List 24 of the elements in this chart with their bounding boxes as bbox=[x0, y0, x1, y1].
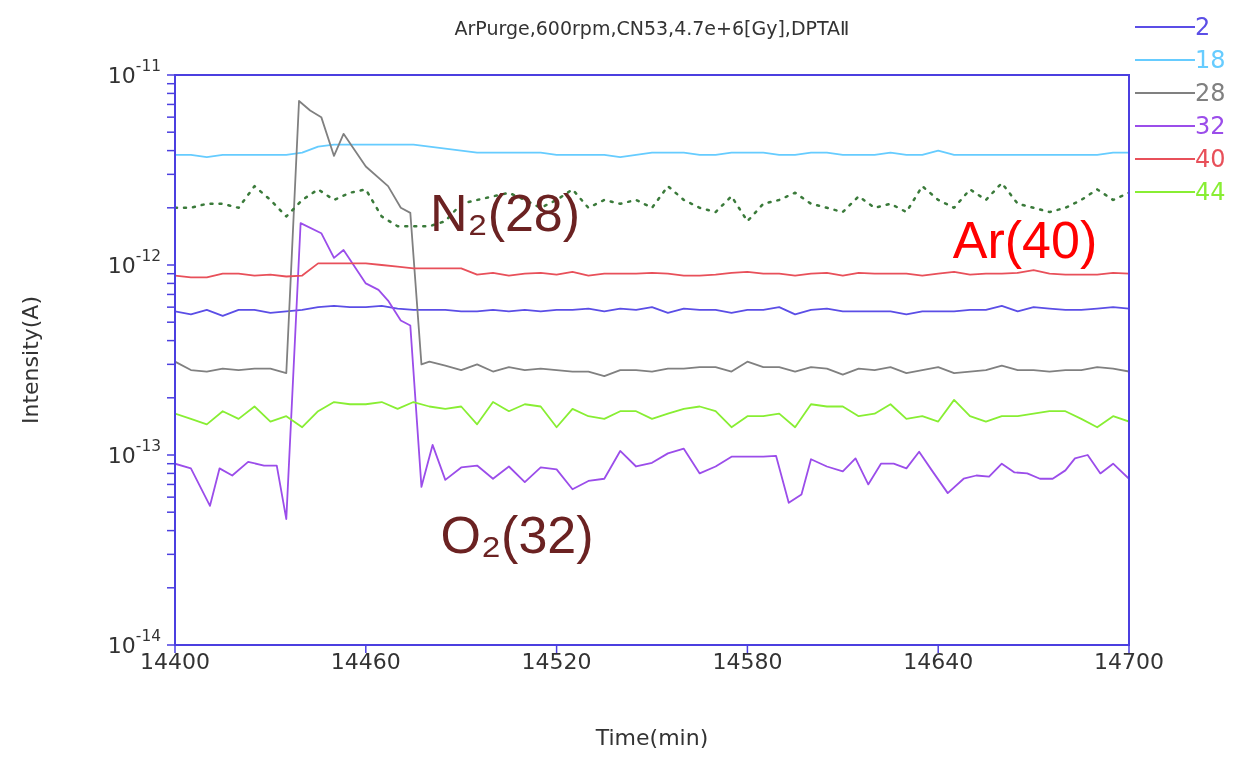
line-series bbox=[175, 100, 1129, 378]
x-tick-label: 14460 bbox=[330, 649, 401, 674]
y-tick-label: 10$^{-13}$ bbox=[107, 437, 161, 468]
legend-label: 18 bbox=[1195, 45, 1226, 74]
chart-title: ArPurge,600rpm,CN53,4.7e+6[Gy],DPTAⅡ bbox=[454, 17, 850, 39]
x-tick-label: 14520 bbox=[521, 649, 592, 674]
legend-label: 40 bbox=[1195, 144, 1226, 173]
y-tick-label: 10$^{-12}$ bbox=[107, 247, 161, 278]
x-tick-label: 14580 bbox=[712, 649, 783, 674]
line-series bbox=[175, 398, 1129, 429]
legend-label: 28 bbox=[1195, 78, 1226, 107]
line-series bbox=[175, 143, 1129, 158]
annotation: Ar(40) bbox=[952, 211, 1098, 269]
y-tick-label: 10$^{-11}$ bbox=[107, 57, 161, 88]
annotation: O₂(32) bbox=[440, 506, 594, 564]
annotation: N₂(28) bbox=[429, 184, 581, 242]
legend-label: 2 bbox=[1195, 12, 1211, 41]
x-tick-label: 14700 bbox=[1094, 649, 1164, 674]
x-tick-label: 14640 bbox=[903, 649, 974, 674]
legend-label: 32 bbox=[1195, 111, 1226, 140]
legend-label: 44 bbox=[1195, 177, 1226, 206]
y-axis-title: Intensity(A) bbox=[18, 296, 43, 424]
line-series bbox=[175, 304, 1129, 317]
x-axis-title: Time(min) bbox=[594, 725, 709, 750]
